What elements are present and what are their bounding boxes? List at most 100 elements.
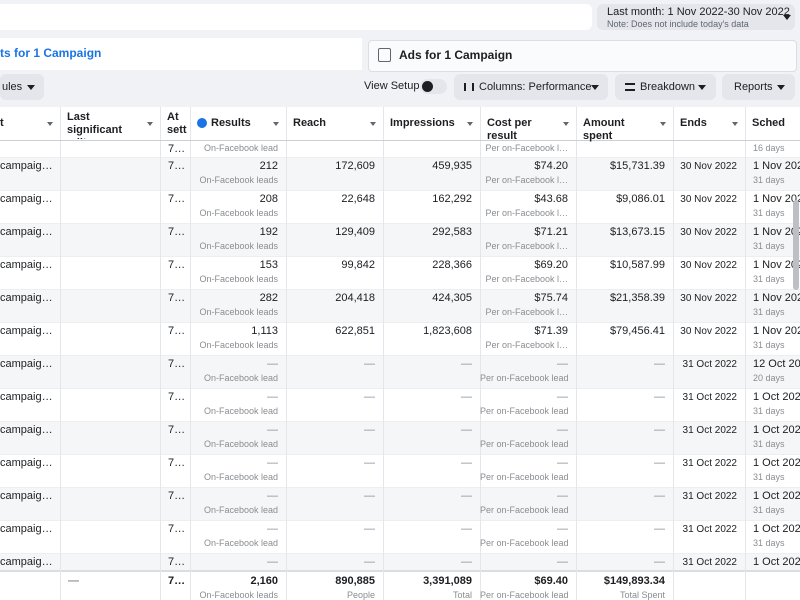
cell-subtext: On-Facebook lead [203, 472, 278, 482]
cell-value: 7… [168, 457, 186, 469]
cell-value: 1 Oct 202 [753, 391, 800, 403]
table-row[interactable] [0, 223, 800, 257]
header-row-border [0, 140, 800, 141]
cell-value: campaig… [0, 523, 53, 535]
cell-value: $79,456.41 [609, 325, 665, 337]
cell-value: — [654, 523, 665, 535]
cell-value: — [557, 358, 568, 370]
cell-value: 1 Oct 202 [753, 523, 800, 535]
columns-button[interactable]: Columns: Performance [454, 74, 608, 100]
cell-value: 31 Oct 2022 [682, 425, 737, 436]
cell-value: 31 Oct 2022 [682, 458, 737, 469]
info-icon [197, 118, 207, 128]
table-row[interactable] [0, 487, 800, 521]
cell-value: 2,160 [250, 575, 278, 587]
caret [591, 85, 599, 90]
cell-subtext: On-Facebook leads [199, 274, 278, 284]
cell-value: 228,366 [432, 259, 472, 271]
column-header[interactable]: Results [211, 117, 251, 129]
column-header[interactable]: Ends [680, 117, 707, 129]
cell-value: $149,893.34 [603, 575, 665, 587]
cell-value: 172,609 [335, 160, 375, 172]
cell-value: 204,418 [335, 292, 375, 304]
date-picker[interactable]: Last month: 1 Nov 2022-30 Nov 2022 Note:… [597, 4, 795, 30]
column-border [286, 570, 287, 600]
column-header[interactable]: t [0, 117, 4, 129]
column-border [480, 107, 481, 600]
table-row[interactable] [0, 388, 800, 422]
cell-value: 30 Nov 2022 [680, 326, 737, 337]
column-header[interactable]: Cost per result [487, 117, 532, 142]
cell-subtext: On-Facebook leads [199, 208, 278, 218]
data-table: t Last significant edit At sett Results Reac… [0, 107, 800, 600]
column-border [383, 107, 384, 600]
table-row[interactable] [0, 520, 800, 554]
view-setup-toggle[interactable] [420, 79, 447, 94]
cell-value: 1 Oct 202 [753, 457, 800, 469]
table-row[interactable] [0, 256, 800, 290]
column-header[interactable]: At sett [167, 111, 187, 136]
table-row[interactable] [0, 322, 800, 356]
footer-row [0, 570, 800, 600]
table-row[interactable] [0, 289, 800, 323]
column-header[interactable]: Reach [293, 117, 327, 129]
cell-subtext: 31 days [753, 340, 785, 350]
cell-value: campaig… [0, 556, 53, 568]
column-border [480, 570, 481, 600]
cell-value: 31 Oct 2022 [682, 392, 737, 403]
table-row[interactable] [0, 421, 800, 455]
button-label: Reports [734, 81, 773, 93]
search-bar[interactable] [0, 4, 592, 30]
cell-subtext: 31 days [753, 472, 785, 482]
cell-value: 7… [168, 424, 186, 436]
cell-value: — [364, 457, 375, 469]
date-range: Last month: 1 Nov 2022-30 Nov 2022 [607, 6, 790, 18]
cell-value: — [267, 556, 278, 568]
column-border [60, 107, 61, 600]
cell-value: — [654, 391, 665, 403]
table-row[interactable] [0, 157, 800, 191]
cell-value: 7… [168, 226, 186, 238]
table-row[interactable] [0, 190, 800, 224]
column-header[interactable]: Amount spent [583, 117, 625, 142]
cell-value: campaig… [0, 424, 53, 436]
cell-value: campaig… [0, 226, 53, 238]
cell-value: — [364, 490, 375, 502]
tab-label: Ads for 1 Campaign [399, 48, 513, 62]
column-border [745, 107, 746, 600]
column-header[interactable]: Impressions [390, 117, 455, 129]
tab-campaigns[interactable]: ts for 1 Campaign [0, 38, 362, 70]
cell-value: — [267, 457, 278, 469]
column-header[interactable]: Schedule [752, 117, 785, 129]
rules-button[interactable]: ules [0, 74, 44, 100]
scrollbar[interactable] [793, 200, 799, 290]
cell-value: campaig… [0, 358, 53, 370]
cell-value: — [654, 424, 665, 436]
caret [783, 15, 791, 20]
cell-subtext: On-Facebook lead [203, 439, 278, 449]
column-border [190, 107, 191, 600]
cell-value: 7… [168, 325, 186, 337]
table-row[interactable] [0, 454, 800, 488]
reports-button[interactable]: Reports [722, 74, 795, 100]
table-row[interactable] [0, 355, 800, 389]
breakdown-button[interactable]: Breakdown [615, 74, 716, 100]
cell-subtext: 31 days [753, 175, 785, 185]
cell-value: 1 Oct 202 [753, 490, 800, 502]
cell-value: 7… [168, 292, 186, 304]
sort-caret [467, 122, 473, 126]
cell-value: $69.20 [534, 259, 568, 271]
caret [777, 85, 785, 90]
caret [27, 85, 35, 90]
cell-subtext: Per on-Facebook l… [485, 274, 568, 284]
cell-value: — [267, 490, 278, 502]
cell-value: $43.68 [534, 193, 568, 205]
column-header[interactable]: Last significant edit [67, 111, 123, 139]
cell-subtext: Per on-Facebook l… [485, 208, 568, 218]
tab-ads[interactable]: Ads for 1 Campaign [368, 40, 797, 72]
cell-value: 3,391,089 [423, 575, 472, 587]
cell-subtext: Per on-Facebook lead [480, 505, 568, 515]
cell-value: — [557, 391, 568, 403]
cell-value: campaig… [0, 457, 53, 469]
cell-value: $71.39 [534, 325, 568, 337]
